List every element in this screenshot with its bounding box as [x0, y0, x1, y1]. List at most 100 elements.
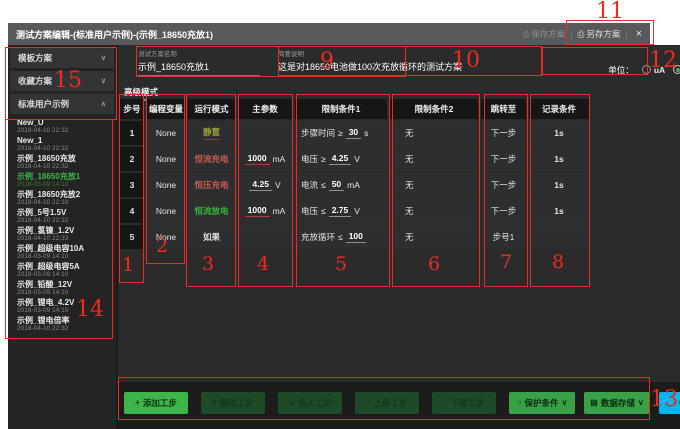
step-number: 5: [120, 225, 144, 249]
limit1-cell[interactable]: 电压 ≥ 4.25 V: [295, 147, 387, 171]
insert-step-button[interactable]: ↳ 插入工步: [278, 391, 342, 414]
unit-radio-ma[interactable]: mA: [673, 65, 680, 75]
data-storage-button[interactable]: ▤ 数据存储 ∨: [584, 391, 650, 414]
variable-cell[interactable]: None: [147, 147, 185, 171]
jump-cell[interactable]: 下一步: [481, 147, 526, 171]
plan-name-label: 测试方案名称: [138, 51, 177, 58]
record-cell[interactable]: [529, 225, 589, 249]
param-value-input[interactable]: 1000: [244, 205, 270, 217]
main-param-cell[interactable]: 1000 mA: [238, 147, 292, 171]
run-mode-cell[interactable]: 恒流放电: [188, 199, 235, 223]
list-item[interactable]: 示例_锂电_4.2V 2018-03-09 14:10: [8, 297, 116, 315]
limit1-value-input[interactable]: 4.25: [328, 153, 352, 165]
variable-cell[interactable]: None: [147, 121, 185, 145]
plan-name: 示例_18650充放1: [17, 172, 81, 181]
plan-name-input[interactable]: 示例_18650充放1: [138, 60, 260, 76]
list-item[interactable]: New_1 2018-04-10 22:32: [8, 135, 116, 153]
limit1-value-input[interactable]: 100: [345, 231, 366, 243]
param-unit: mA: [272, 154, 286, 164]
list-item[interactable]: 示例_18650充放 2018-04-10 22:32: [8, 153, 116, 171]
save-plan-button[interactable]: ⎙ 保存方案: [522, 28, 565, 40]
bottom-toolbar: + 添加工步 × 删除工步 ↳ 插入工步 ↑ 上移工步 ↓ 下移工步: [118, 382, 680, 429]
limit2-cell[interactable]: 无: [390, 147, 478, 171]
add-step-button[interactable]: + 添加工步: [124, 391, 188, 414]
section-label: 模板方案: [18, 53, 53, 63]
plan-name: 示例_18650充放: [17, 154, 76, 163]
insert-step-label: 插入工步: [297, 397, 332, 408]
limit1-cell[interactable]: 步骤时间 ≥ 30 s: [295, 121, 387, 145]
main-param-cell[interactable]: 4.25 V: [238, 173, 292, 197]
variable-cell[interactable]: None: [147, 225, 185, 249]
run-mode-cell[interactable]: 如果: [188, 225, 235, 249]
run-mode-cell[interactable]: 恒压充电: [188, 173, 235, 197]
limit2-cell[interactable]: 无: [390, 121, 478, 145]
plan-timestamp: 2018-04-10 22:32: [17, 325, 69, 332]
limit1-cell[interactable]: 电流 ≤ 50 mA: [295, 173, 387, 197]
save-as-plan-button[interactable]: ⎙ 另存方案: [578, 28, 621, 40]
list-item[interactable]: New_U 2018-04-10 22:32: [8, 117, 116, 135]
main-param-cell[interactable]: [238, 225, 292, 249]
limit2-cell[interactable]: 无: [390, 173, 478, 197]
plan-name: 示例_超级电容5A: [17, 262, 80, 271]
list-item-selected[interactable]: 示例_18650充放1 2018-03-09 14:10: [8, 171, 116, 189]
list-item[interactable]: 示例_氢镍_1.2V 2018-04-10 22:33: [8, 225, 116, 243]
col-header-param: 主参数: [238, 99, 292, 119]
main-param-cell[interactable]: 1000 mA: [238, 199, 292, 223]
delete-step-icon: ×: [212, 398, 217, 407]
table-header-row: 步号 编程变量 运行模式 主参数 限制条件1 限制条件2 跳转至 记录条件: [120, 99, 680, 119]
section-label: 标准用户示例: [18, 99, 70, 109]
limit1-value-input[interactable]: 30: [345, 127, 362, 139]
record-cell[interactable]: 1s: [529, 121, 589, 145]
record-cell[interactable]: 1s: [529, 173, 589, 197]
unit-radio-ua[interactable]: uA: [641, 65, 665, 75]
close-icon[interactable]: ×: [635, 28, 642, 40]
list-item[interactable]: 示例_超级电容10A 2018-03-09 14:10: [8, 243, 116, 261]
record-cell[interactable]: 1s: [529, 199, 589, 223]
run-mode-cell[interactable]: 恒流充电: [188, 147, 235, 171]
chevron-down-icon: ∨: [100, 55, 106, 62]
variable-cell[interactable]: None: [147, 173, 185, 197]
param-value-input[interactable]: 4.25: [249, 179, 272, 191]
param-unit: V: [274, 180, 281, 190]
title-bar: 测试方案编辑-(标准用户示例)-(示例_18650充放1) ⎙ 保存方案 | ⎙…: [8, 23, 650, 45]
shield-icon: ○: [516, 398, 522, 407]
move-down-step-button[interactable]: ↓ 下移工步: [432, 391, 496, 414]
variable-cell[interactable]: None: [147, 199, 185, 223]
sidebar-section-template-plans[interactable]: 模板方案 ∨: [10, 48, 114, 68]
limit2-cell[interactable]: 无: [390, 225, 478, 249]
run-mode-cell[interactable]: 静置: [188, 121, 235, 145]
delete-step-button[interactable]: × 删除工步: [201, 391, 265, 414]
jump-cell[interactable]: 下一步: [481, 199, 526, 223]
jump-cell[interactable]: 下一步: [481, 173, 526, 197]
sidebar-section-standard-examples[interactable]: 标准用户示例 ∧: [10, 94, 114, 114]
list-item[interactable]: 示例_铅酸_12V 2018-03-09 14:10: [8, 279, 116, 297]
save-icon: ⎙: [522, 28, 530, 39]
jump-cell[interactable]: 下一步: [481, 121, 526, 145]
param-value-input[interactable]: 1000: [244, 153, 270, 165]
move-down-label: 下移工步: [450, 397, 485, 408]
chevron-down-icon: ∨: [100, 78, 106, 85]
list-item[interactable]: 示例_超级电容5A 2018-03-09 14:10: [8, 261, 116, 279]
col-header-mode: 运行模式: [188, 99, 235, 119]
start-button[interactable]: ⊙ 启动: [659, 391, 680, 414]
limit1-label: 步骤时间: [301, 128, 336, 138]
limit1-cell[interactable]: 电压 ≤ 2.75 V: [295, 199, 387, 223]
col-header-variable: 编程变量: [147, 99, 185, 119]
limit1-value-input[interactable]: 2.75: [328, 205, 352, 217]
move-up-step-button[interactable]: ↑ 上移工步: [355, 391, 419, 414]
limit1-value-input[interactable]: 50: [328, 179, 345, 191]
protect-condition-button[interactable]: ○ 保护条件 ∨: [509, 391, 575, 414]
step-number: 4: [120, 199, 144, 223]
list-item[interactable]: 示例_锂电倍率 2018-04-10 22:32: [8, 315, 116, 333]
table-row: 3 None 恒压充电 4.25 V 电流 ≤ 50 mA: [120, 173, 680, 197]
plan-description-input[interactable]: 这是对18650电池做100次充放循环的测试方案: [278, 60, 534, 76]
list-item[interactable]: 示例_18650充放2 2018-04-10 22:33: [8, 189, 116, 207]
jump-cell[interactable]: 步号1: [481, 225, 526, 249]
list-item[interactable]: 示例_5号1.5V 2018-04-10 22:32: [8, 207, 116, 225]
main-param-cell[interactable]: [238, 121, 292, 145]
sidebar-section-favorite-plans[interactable]: 收藏方案 ∨: [10, 71, 114, 91]
record-cell[interactable]: 1s: [529, 147, 589, 171]
limit2-cell[interactable]: 无: [390, 199, 478, 223]
limit1-cell[interactable]: 充放循环 ≤ 100: [295, 225, 387, 249]
step-number: 3: [120, 173, 144, 197]
